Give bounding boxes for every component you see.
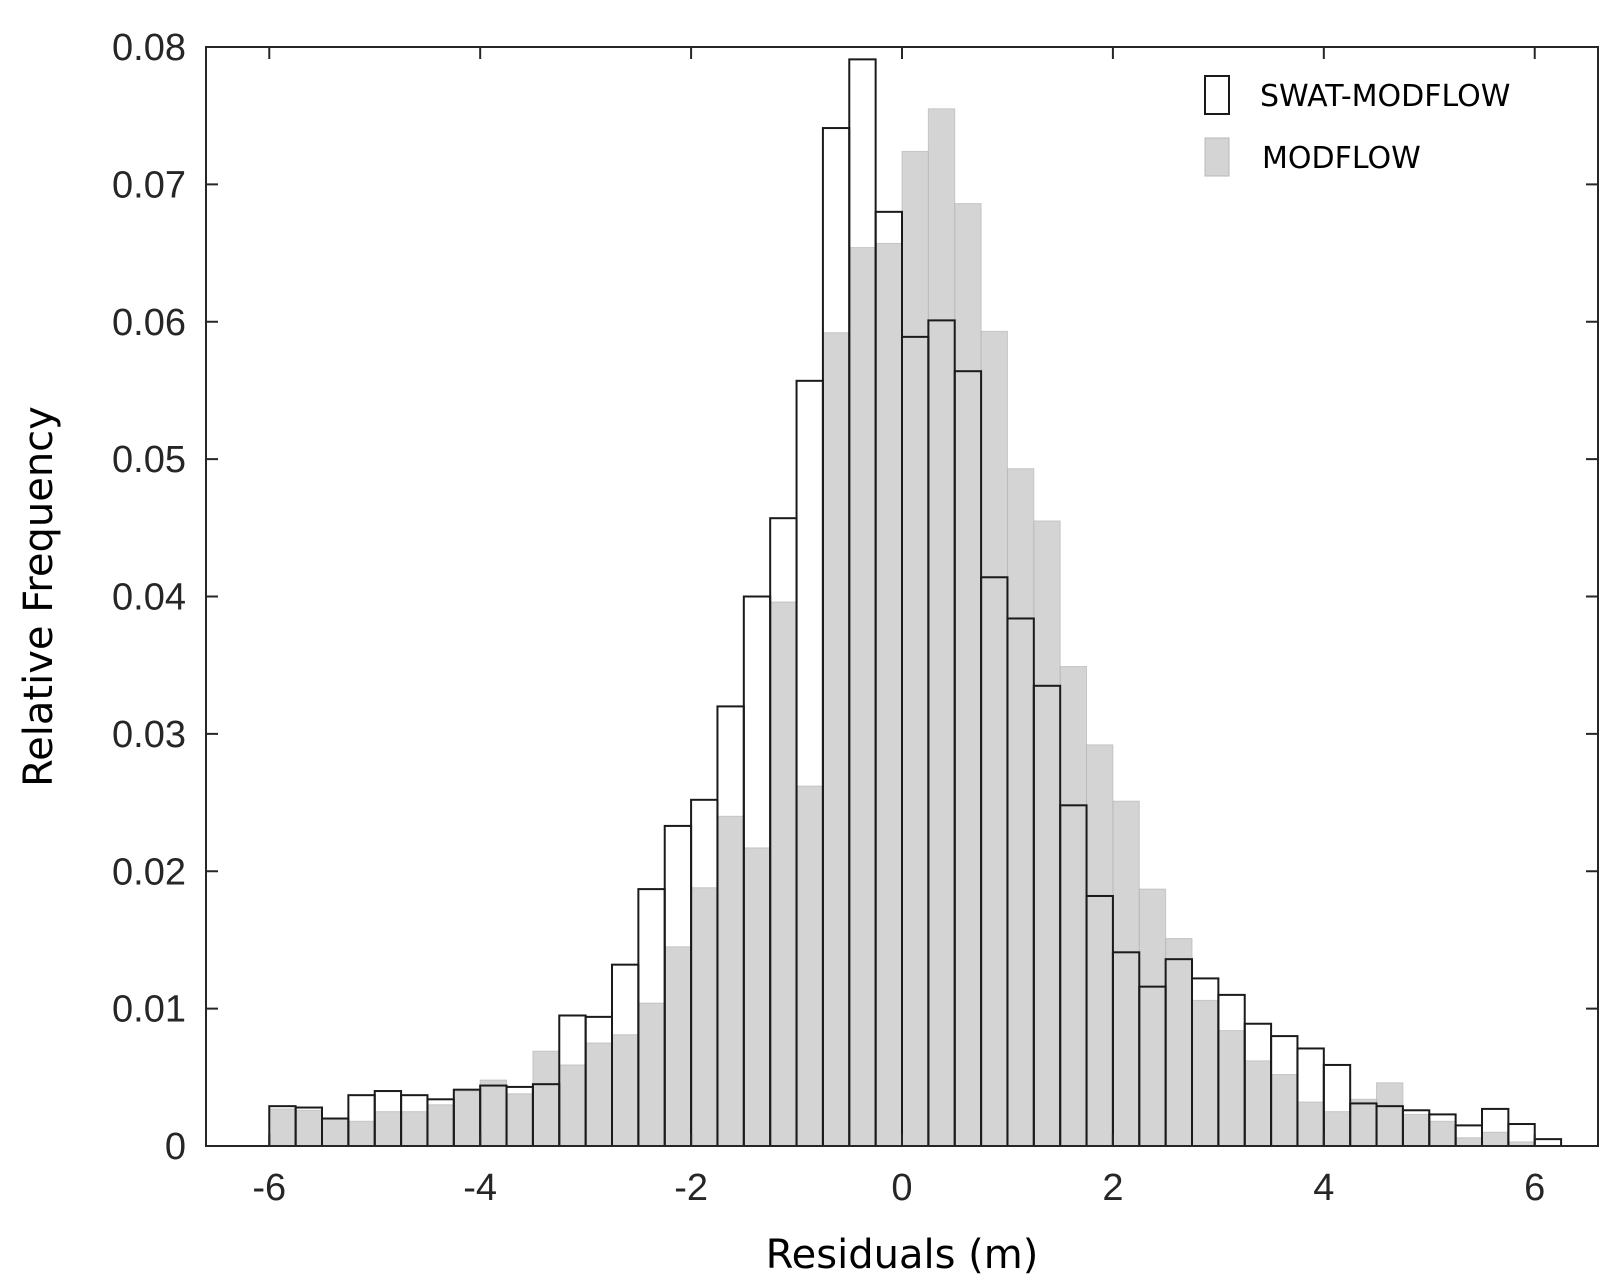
- modflow-bar: [347, 1120, 376, 1147]
- x-tick-label: 0: [891, 1167, 912, 1209]
- modflow-bar: [295, 1109, 323, 1147]
- modflow-bar: [796, 785, 824, 1147]
- y-axis-title: Relative Frequency: [16, 406, 62, 787]
- y-tick-label: 0.01: [112, 989, 186, 1031]
- modflow-bar: [743, 847, 771, 1147]
- legend: SWAT-MODFLOW MODFLOW: [1204, 75, 1510, 177]
- y-tick-label: 0.03: [112, 714, 186, 756]
- modflow-bar: [769, 601, 798, 1147]
- x-tick-label: -2: [674, 1167, 708, 1209]
- modflow-bar: [927, 108, 956, 1147]
- modflow-bar: [585, 1042, 613, 1147]
- modflow-bars: [268, 108, 1536, 1147]
- modflow-bar: [453, 1090, 481, 1147]
- y-tick-label: 0.04: [112, 577, 186, 619]
- modflow-bar: [848, 247, 877, 1147]
- y-tick-label: 0.02: [112, 851, 186, 893]
- y-tick-label: 0.05: [112, 439, 186, 481]
- swat-modflow-bar-fill: [1534, 1139, 1562, 1146]
- modflow-bar: [664, 946, 692, 1147]
- legend-label-swat-modflow: SWAT-MODFLOW: [1260, 79, 1510, 114]
- modflow-bar: [1323, 1111, 1351, 1147]
- modflow-bar: [1112, 800, 1140, 1147]
- modflow-bar: [980, 330, 1008, 1147]
- modflow-bar: [558, 1064, 587, 1147]
- modflow-bar: [1138, 888, 1167, 1147]
- modflow-bar: [400, 1111, 428, 1147]
- modflow-bar: [1244, 1060, 1272, 1147]
- modflow-bar: [954, 203, 982, 1147]
- swat-modflow-bar-fill: [1508, 1124, 1535, 1146]
- modflow-bar: [1006, 468, 1035, 1147]
- modflow-bar: [1376, 1082, 1404, 1147]
- modflow-bar: [1086, 744, 1114, 1147]
- modflow-bar: [1481, 1131, 1509, 1147]
- modflow-bar: [268, 1108, 297, 1147]
- modflow-bar: [716, 815, 745, 1147]
- modflow-bar: [1296, 1101, 1325, 1147]
- modflow-bar: [822, 332, 850, 1147]
- x-tick-label: 2: [1102, 1167, 1123, 1209]
- modflow-bar: [506, 1093, 534, 1147]
- modflow-bar: [611, 1034, 639, 1147]
- modflow-bar: [532, 1050, 560, 1147]
- legend-label-modflow: MODFLOW: [1262, 141, 1421, 176]
- modflow-bar: [426, 1104, 455, 1147]
- modflow-bar: [1349, 1098, 1378, 1147]
- modflow-bar: [1217, 1030, 1246, 1147]
- modflow-bar: [901, 150, 929, 1147]
- modflow-bar: [479, 1079, 508, 1147]
- y-tick-label: 0.06: [112, 302, 186, 344]
- modflow-bar: [875, 242, 903, 1147]
- modflow-bar: [1059, 666, 1088, 1147]
- ticks: -6 -4 -2 0 2 4 6 0 0.01 0.02 0.03 0.04 0.05 0.06 0.07 0…: [112, 27, 1598, 1209]
- modflow-bar: [690, 887, 718, 1147]
- x-tick-label: 4: [1313, 1167, 1334, 1209]
- modflow-bar: [1033, 520, 1061, 1147]
- modflow-bar: [374, 1111, 402, 1147]
- modflow-bar: [1402, 1113, 1430, 1147]
- y-tick-label: 0.08: [112, 27, 186, 69]
- modflow-bar: [1165, 938, 1193, 1147]
- modflow-bar: [321, 1118, 349, 1147]
- legend-swatch-swat-modflow: [1204, 75, 1230, 115]
- x-tick-label: -6: [252, 1167, 286, 1209]
- x-tick-label: -4: [463, 1167, 497, 1209]
- modflow-bar: [1455, 1137, 1483, 1147]
- modflow-bar: [637, 1002, 666, 1147]
- modflow-bar: [1428, 1120, 1457, 1147]
- y-tick-label: 0: [165, 1126, 186, 1168]
- y-tick-label: 0.07: [112, 164, 186, 206]
- x-tick-label: 6: [1524, 1167, 1545, 1209]
- modflow-bar: [1191, 999, 1219, 1147]
- x-axis-title: Residuals (m): [766, 1232, 1039, 1278]
- legend-swatch-modflow: [1204, 137, 1230, 177]
- modflow-bar: [1270, 1074, 1298, 1147]
